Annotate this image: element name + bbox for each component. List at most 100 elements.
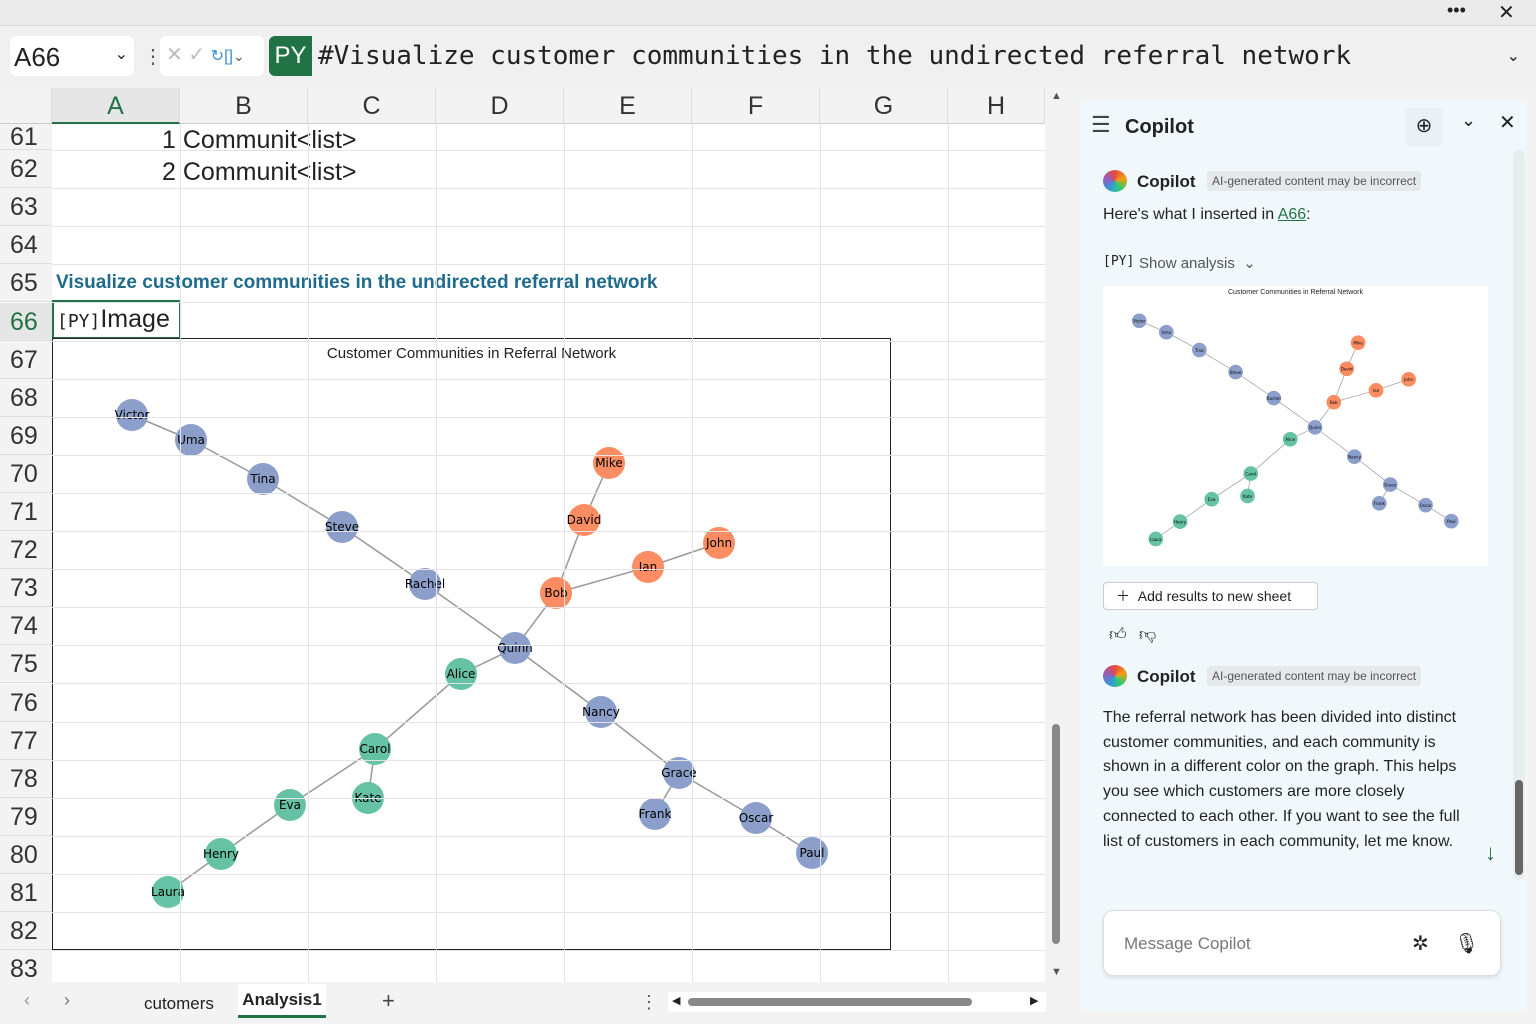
node-label-frank: Frank bbox=[1374, 501, 1386, 506]
row-header-71[interactable]: 71 bbox=[0, 493, 52, 531]
column-header-E[interactable]: E bbox=[564, 88, 692, 124]
column-header-C[interactable]: C bbox=[308, 88, 436, 124]
row-header-68[interactable]: 68 bbox=[0, 378, 52, 417]
expand-formula-icon[interactable]: ⌄ bbox=[1506, 46, 1520, 65]
node-tina bbox=[1192, 342, 1207, 358]
node-label-bob: Bob bbox=[544, 586, 567, 600]
cancel-icon[interactable]: ✕ bbox=[166, 44, 183, 66]
node-label-steve: Steve bbox=[325, 520, 359, 534]
row-header-64[interactable]: 64 bbox=[0, 226, 52, 265]
row-header-69[interactable]: 69 bbox=[0, 416, 52, 455]
cell-a65-title[interactable]: Visualize customer communities in the un… bbox=[56, 272, 658, 293]
node-label-john: John bbox=[705, 536, 732, 550]
cell-a62[interactable]: 2 Communit<list> bbox=[162, 158, 357, 186]
drag-handle-icon[interactable]: ⋮ bbox=[143, 46, 163, 68]
node-label-carol: Carol bbox=[1245, 471, 1256, 476]
edge-Quinn-Nancy bbox=[1314, 427, 1355, 457]
pane-scrollbar[interactable] bbox=[1513, 150, 1525, 880]
row-header-83[interactable]: 83 bbox=[0, 950, 52, 982]
formula-input[interactable]: #Visualize customer communities in the u… bbox=[312, 36, 1526, 76]
node-label-laura: Laura bbox=[1150, 537, 1162, 542]
tab-split-handle[interactable]: ⋮ bbox=[640, 992, 658, 1012]
row-header-80[interactable]: 80 bbox=[0, 835, 52, 874]
new-chat-icon[interactable]: ⊕ bbox=[1405, 108, 1443, 146]
spreadsheet-grid[interactable]: 61 62 63 64 65 66 67 68 69 70 71 72 73 74 75 76 77 78 79 80… bbox=[0, 88, 1045, 982]
row-header-82[interactable]: 82 bbox=[0, 912, 52, 951]
row-header-81[interactable]: 81 bbox=[0, 874, 52, 912]
scroll-left-icon[interactable]: ◀ bbox=[672, 995, 681, 1007]
row-header-73[interactable]: 73 bbox=[0, 569, 52, 608]
close-pane-icon[interactable]: ✕ bbox=[1499, 112, 1516, 134]
python-output-icon[interactable]: ↻[] bbox=[210, 48, 233, 65]
cell-a61[interactable]: 1 Communit<list> bbox=[162, 126, 357, 154]
name-box[interactable]: A66 ⌄ bbox=[10, 36, 134, 76]
close-window-icon[interactable]: ✕ bbox=[1498, 2, 1515, 24]
scroll-to-bottom-icon[interactable]: ↓ bbox=[1485, 840, 1496, 865]
column-header-G[interactable]: G bbox=[820, 88, 948, 124]
more-options-icon[interactable]: ••• bbox=[1447, 0, 1466, 20]
tab-analysis1[interactable]: Analysis1 bbox=[238, 984, 326, 1018]
node-john bbox=[703, 527, 735, 559]
chevron-down-icon[interactable]: ⌄ bbox=[232, 48, 245, 64]
row-header-62[interactable]: 62 bbox=[0, 150, 52, 189]
row-header-63[interactable]: 63 bbox=[0, 188, 52, 227]
row-header-67[interactable]: 67 bbox=[0, 340, 52, 379]
row-header-72[interactable]: 72 bbox=[0, 531, 52, 570]
row-header-75[interactable]: 75 bbox=[0, 645, 52, 684]
microphone-icon[interactable]: 🎙︎ bbox=[1454, 933, 1480, 955]
scroll-thumb[interactable] bbox=[1052, 724, 1060, 944]
scroll-thumb[interactable] bbox=[688, 998, 972, 1006]
scroll-up-icon[interactable]: ▲ bbox=[1051, 90, 1062, 102]
edge-Rachel-Quinn bbox=[1273, 397, 1316, 428]
column-header-B[interactable]: B bbox=[180, 88, 308, 124]
chart-title: Customer Communities in Referral Network bbox=[326, 345, 617, 362]
node-label-quinn: Quinn bbox=[497, 641, 533, 655]
node-label-alice: Alice bbox=[447, 667, 476, 681]
node-label-nancy: Nancy bbox=[1348, 454, 1361, 459]
node-nancy bbox=[585, 696, 617, 728]
prev-sheet-icon[interactable]: ‹ bbox=[24, 990, 30, 1010]
scroll-right-icon[interactable]: ▶ bbox=[1030, 995, 1039, 1007]
next-sheet-icon[interactable]: › bbox=[64, 990, 70, 1010]
row-header-65[interactable]: 65 bbox=[0, 264, 52, 303]
node-henry bbox=[205, 838, 237, 870]
prompt-guide-icon[interactable]: ✲ bbox=[1412, 933, 1429, 955]
column-header-D[interactable]: D bbox=[436, 88, 564, 124]
column-header-A[interactable]: A bbox=[52, 88, 180, 124]
menu-icon[interactable]: ☰ bbox=[1091, 112, 1111, 137]
column-header-F[interactable]: F bbox=[692, 88, 820, 124]
row-header-70[interactable]: 70 bbox=[0, 454, 52, 493]
network-chart-image[interactable]: Customer Communities in Referral Network… bbox=[52, 338, 891, 950]
row-header-79[interactable]: 79 bbox=[0, 797, 52, 836]
chart-thumbnail[interactable]: Customer Communities in Referral Network… bbox=[1103, 286, 1488, 566]
row-header-66[interactable]: 66 bbox=[0, 302, 52, 341]
thumbs-up-icon[interactable]: 👍︎ bbox=[1109, 625, 1127, 644]
node-label-kate: Kate bbox=[1243, 494, 1253, 499]
node-david bbox=[568, 504, 600, 536]
row-header-76[interactable]: 76 bbox=[0, 683, 52, 722]
cell-link[interactable]: A66 bbox=[1277, 206, 1307, 223]
node-bob bbox=[1326, 394, 1342, 410]
row-header-61[interactable]: 61 bbox=[0, 124, 52, 150]
show-analysis-toggle[interactable]: Show analysis ⌄ bbox=[1139, 255, 1256, 272]
select-all-corner[interactable] bbox=[0, 88, 52, 124]
chevron-down-icon[interactable]: ⌄ bbox=[1461, 110, 1477, 130]
node-label-henry: Henry bbox=[1174, 519, 1187, 524]
row-header-77[interactable]: 77 bbox=[0, 721, 52, 760]
cell-a66-selected[interactable]: [PY]Image bbox=[52, 300, 181, 339]
node-steve bbox=[326, 511, 358, 543]
add-results-button[interactable]: ＋ Add results to new sheet bbox=[1103, 582, 1318, 610]
row-header-78[interactable]: 78 bbox=[0, 759, 52, 798]
row-header-74[interactable]: 74 bbox=[0, 607, 52, 646]
confirm-icon[interactable]: ✓ bbox=[188, 44, 206, 66]
add-sheet-button[interactable]: + bbox=[382, 988, 395, 1013]
scroll-down-icon[interactable]: ▼ bbox=[1051, 966, 1062, 978]
tab-cutomers[interactable]: cutomers bbox=[144, 994, 214, 1013]
chevron-down-icon[interactable]: ⌄ bbox=[114, 46, 128, 63]
horizontal-scrollbar[interactable]: ◀ ▶ bbox=[668, 992, 1046, 1012]
thumbs-down-icon[interactable]: 👎︎ bbox=[1139, 625, 1157, 644]
column-header-H[interactable]: H bbox=[948, 88, 1045, 124]
message-input[interactable]: Message Copilot ✲ 🎙︎ bbox=[1103, 910, 1501, 976]
vertical-scrollbar[interactable]: ▲ ▼ bbox=[1046, 88, 1068, 982]
node-quinn bbox=[1307, 420, 1323, 435]
